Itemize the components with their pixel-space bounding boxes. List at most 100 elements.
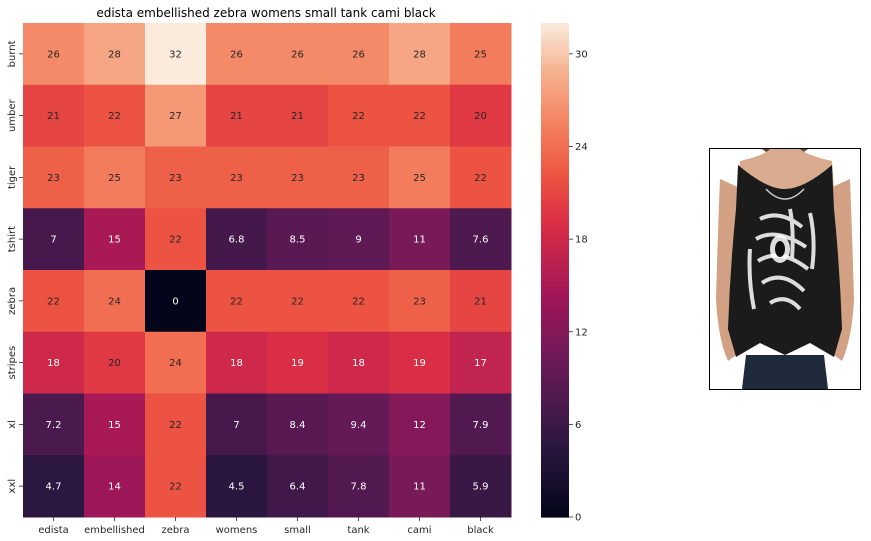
colorbar-segment (541, 130, 569, 135)
cell-value-label: 4.7 (46, 482, 62, 493)
heatmap-cell (450, 270, 512, 333)
cell-value-label: 26 (352, 49, 365, 60)
cell-value-label: 21 (230, 111, 243, 122)
cell-value-label: 23 (230, 173, 243, 184)
heatmap-cell (23, 455, 85, 518)
colorbar-segment (541, 282, 569, 288)
colorbar-segment (541, 167, 569, 172)
cell-value-label: 19 (291, 358, 304, 369)
cell-value-label: 9.4 (351, 420, 367, 431)
heatmap-cell (267, 393, 329, 456)
cell-value-label: 25 (108, 173, 121, 184)
colorbar-segment (541, 204, 569, 209)
colorbar-segment (541, 245, 569, 251)
colorbar-segment (541, 447, 569, 452)
heatmap-cell (206, 84, 268, 147)
heatmap-cell (206, 455, 268, 518)
colorbar-segment (541, 72, 569, 78)
colorbar-segment (541, 237, 569, 242)
colorbar-segment (541, 195, 569, 201)
colorbar-segment (541, 23, 569, 28)
heatmap-cell (328, 208, 390, 271)
heatmap-cell (206, 270, 268, 333)
cell-value-label: 32 (169, 49, 182, 60)
cell-value-label: 26 (47, 49, 60, 60)
colorbar-segment (541, 467, 569, 473)
colorbar-segment (541, 105, 569, 111)
colorbar-segment (541, 492, 569, 498)
heatmap-cell (23, 393, 85, 456)
heatmap-cell (389, 455, 451, 518)
colorbar-segment (541, 187, 569, 193)
y-tick-label: zebra (7, 287, 18, 315)
cell-value-label: 21 (47, 111, 60, 122)
heatmap-cell (206, 208, 268, 271)
x-axis: edista embellished zebra womens small tank cam… (38, 517, 494, 536)
cell-value-label: 5.9 (473, 482, 489, 493)
colorbar-segment (541, 500, 569, 506)
heatmap-cell (84, 84, 146, 147)
y-tick-label: burnt (7, 40, 18, 67)
cell-value-label: 21 (474, 296, 487, 307)
colorbar-segment (541, 208, 569, 213)
heatmap-cell (267, 23, 329, 86)
heatmap-cell (450, 208, 512, 271)
colorbar-segment (541, 307, 569, 312)
colorbar-segment (541, 43, 569, 49)
colorbar-segment (541, 323, 569, 329)
cell-value-label: 15 (108, 420, 121, 431)
cell-value-label: 26 (230, 49, 243, 60)
heatmap-cell (267, 208, 329, 271)
cell-value-label: 23 (47, 173, 60, 184)
colorbar-segment (541, 39, 569, 45)
heatmap-cell (389, 331, 451, 394)
heatmap-cell (84, 331, 146, 394)
colorbar-segment (541, 101, 569, 106)
colorbar-segment (541, 442, 569, 448)
heatmap-cell (328, 146, 390, 209)
colorbar-segment (541, 138, 569, 143)
colorbar-segment (541, 414, 569, 419)
colorbar-segment (541, 418, 569, 423)
cell-value-label: 20 (474, 111, 487, 122)
cell-value-label: 28 (413, 49, 426, 60)
heatmap-cell (23, 84, 85, 147)
colorbar-segment (541, 409, 569, 415)
heatmap-cell (145, 84, 207, 147)
x-tick-label: tank (347, 525, 369, 536)
cell-value-label: 4.5 (229, 482, 245, 493)
product-image (709, 148, 861, 390)
colorbar-segment (541, 257, 569, 263)
colorbar-segment (541, 438, 569, 444)
cell-value-label: 22 (169, 420, 182, 431)
colorbar-segment (541, 51, 569, 57)
colorbar-segment (541, 68, 569, 73)
y-axis: burnt umber tiger tshirt zebra stripes xl xxl (7, 40, 23, 493)
colorbar-segment (541, 60, 569, 65)
colorbar-segment (541, 422, 569, 428)
cell-value-label: 6.8 (229, 235, 245, 246)
heatmap-cell (450, 455, 512, 518)
cell-value-label: 23 (291, 173, 304, 184)
colorbar-segment (541, 47, 569, 53)
cell-value-label: 7 (233, 420, 239, 431)
colorbar-segment (541, 463, 569, 469)
heatmap-cell (450, 331, 512, 394)
cell-value-label: 25 (474, 49, 487, 60)
colorbar-tick-label: 6 (575, 420, 581, 431)
colorbar-segment (541, 331, 569, 337)
colorbar-segment (541, 142, 569, 148)
colorbar-segment (541, 397, 569, 403)
colorbar-segment (541, 191, 569, 197)
cell-value-label: 17 (474, 358, 487, 369)
cell-value-label: 22 (108, 111, 121, 122)
heatmap-cell (206, 393, 268, 456)
heatmap-cell (23, 331, 85, 394)
colorbar-segment (541, 265, 569, 271)
colorbar-segment (541, 451, 569, 456)
heatmap-cell (389, 270, 451, 333)
colorbar-segment (541, 290, 569, 296)
heatmap-cell (450, 146, 512, 209)
y-tick-label: tshirt (7, 226, 18, 252)
colorbar-segment (541, 368, 569, 374)
